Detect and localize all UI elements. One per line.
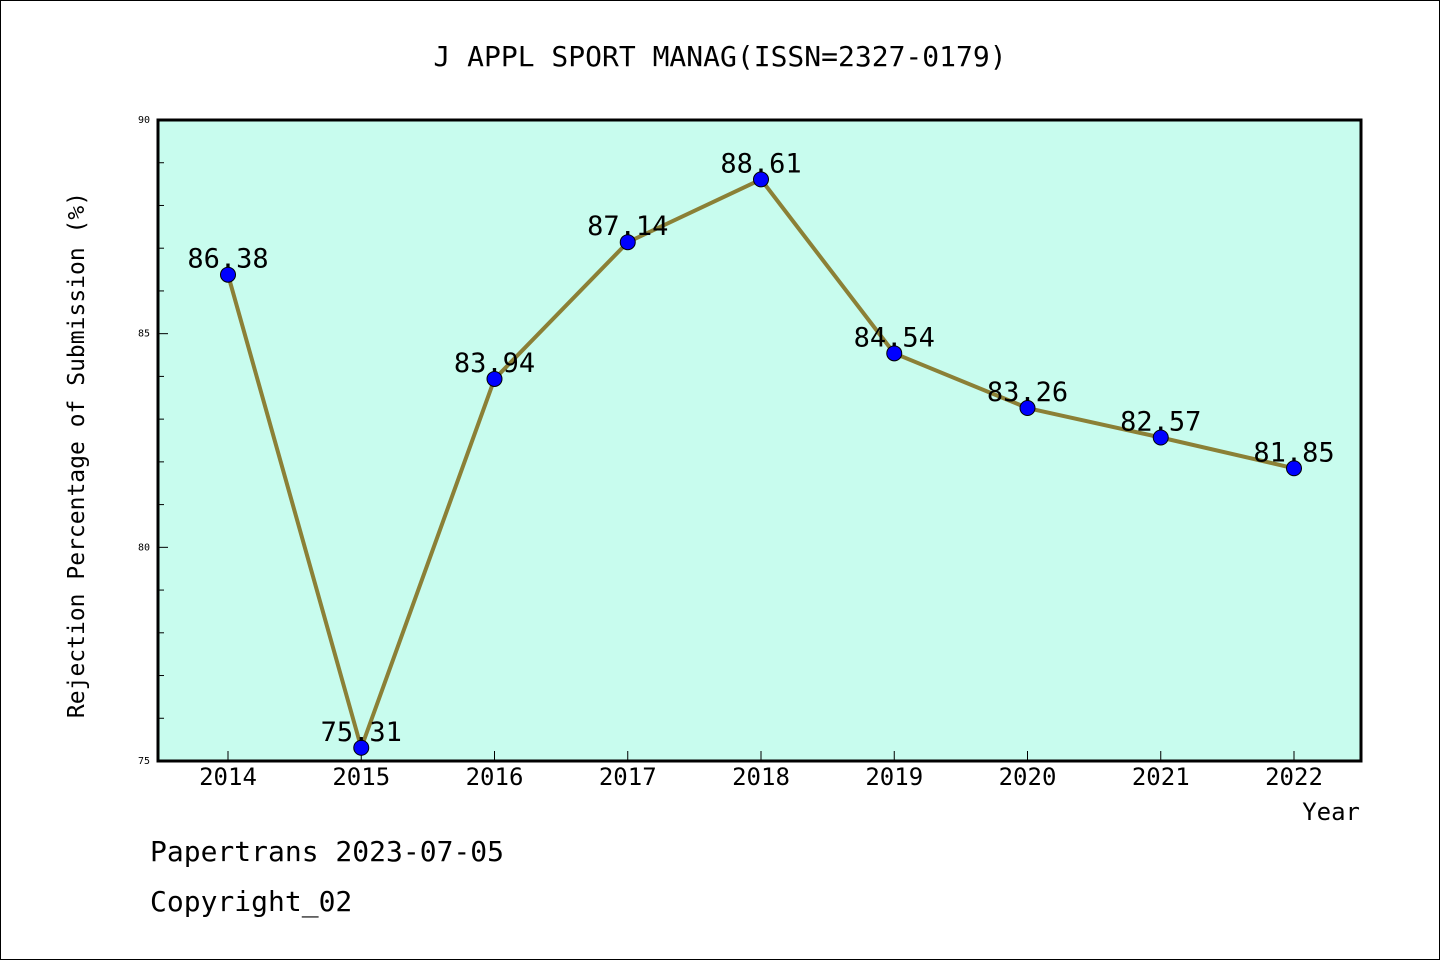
data-point xyxy=(753,171,769,188)
y-axis: 75 80 85 90 xyxy=(138,115,168,767)
y-axis-title: Rejection Percentage of Submission (%) xyxy=(64,192,90,718)
data-point xyxy=(486,370,503,387)
x-tick-label: 2021 xyxy=(1132,763,1190,791)
data-label: 86.38 xyxy=(187,244,268,275)
x-tick-label: 2014 xyxy=(199,763,257,791)
data-labels: 86.38 75.31 83.94 87.14 88.61 84.54 83.26 82.57… xyxy=(187,148,1334,747)
x-tick-label: 2015 xyxy=(332,763,390,791)
y-tick-label: 80 xyxy=(138,542,150,553)
x-tick-label: 2018 xyxy=(732,763,790,791)
y-tick-label: 90 xyxy=(138,115,150,126)
data-point xyxy=(1286,460,1302,477)
x-axis-title: Year xyxy=(1302,798,1360,826)
data-point xyxy=(353,739,370,756)
data-label: 84.54 xyxy=(854,322,935,353)
data-point xyxy=(619,234,636,251)
data-point xyxy=(1152,429,1169,446)
series-0 xyxy=(220,171,1302,756)
x-tick-label: 2017 xyxy=(599,763,657,791)
data-point xyxy=(220,266,236,283)
copyright-text: Copyright_02 xyxy=(150,885,353,918)
x-tick-label: 2016 xyxy=(466,763,524,791)
x-tick-label: 2020 xyxy=(999,763,1057,791)
data-label: 88.61 xyxy=(720,148,801,179)
source-date-text: Papertrans 2023-07-05 xyxy=(150,835,505,868)
y-tick-label: 75 xyxy=(138,756,150,767)
data-label: 83.26 xyxy=(987,377,1068,408)
y-tick-label: 85 xyxy=(138,329,150,340)
x-tick-label: 2022 xyxy=(1265,763,1323,791)
data-label: 83.94 xyxy=(454,348,535,379)
chart-title: J APPL SPORT MANAG(ISSN=2327-0179) xyxy=(433,40,1006,73)
data-point xyxy=(886,345,903,362)
x-axis: 2014 2015 2016 2017 2018 2019 2020 2021 2022 xyxy=(199,751,1323,791)
x-tick-label: 2019 xyxy=(865,763,923,791)
data-label: 75.31 xyxy=(321,717,402,748)
data-label: 87.14 xyxy=(587,211,668,242)
data-label: 82.57 xyxy=(1120,407,1201,438)
data-label: 81.85 xyxy=(1253,437,1334,468)
data-point xyxy=(1019,400,1036,417)
